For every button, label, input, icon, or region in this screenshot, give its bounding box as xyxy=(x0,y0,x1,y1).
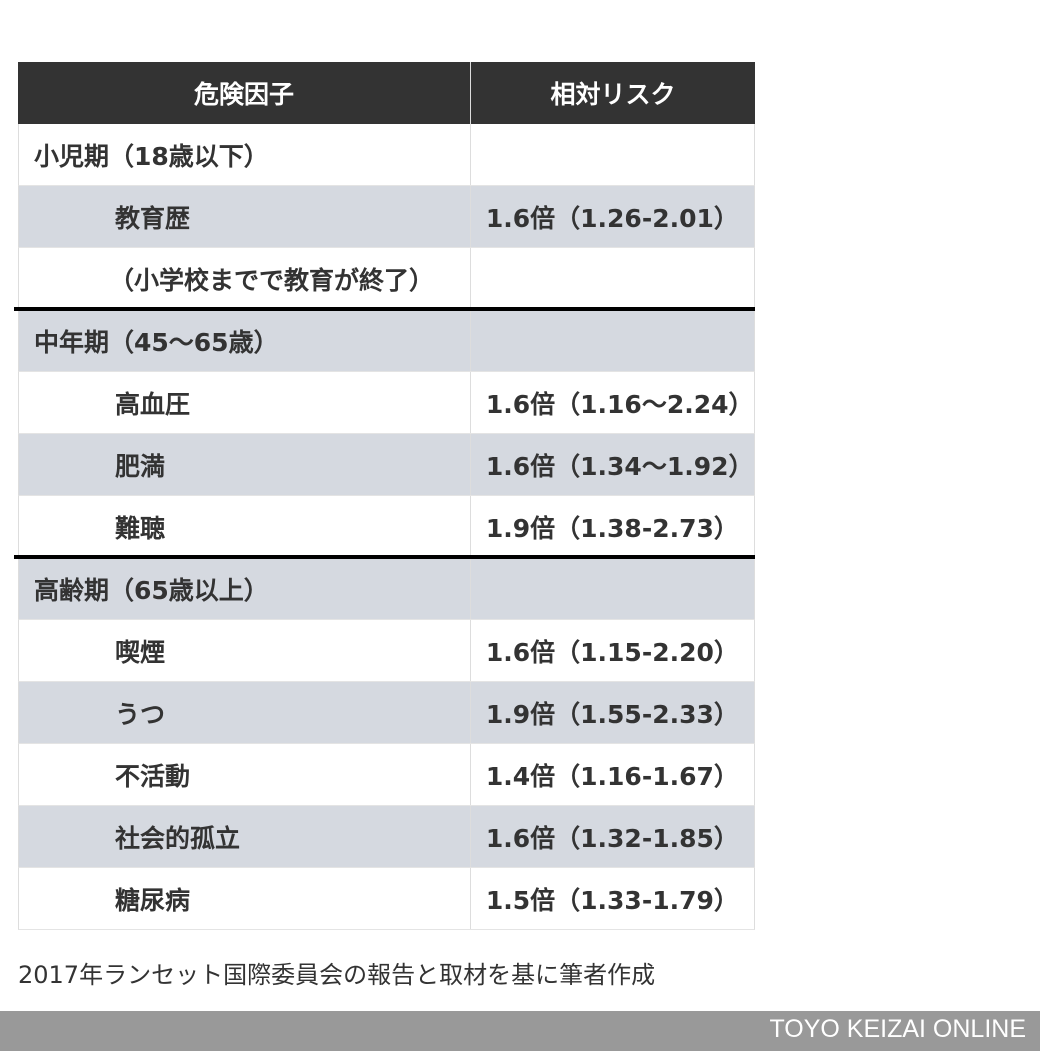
table-row: うつ 1.9倍（1.55-2.33） xyxy=(18,682,755,744)
risk-factor-cell: 不活動 xyxy=(19,744,471,805)
table-group-row: 小児期（18歳以下） xyxy=(18,124,755,186)
relative-risk-cell: 1.9倍（1.38-2.73） xyxy=(485,513,739,543)
relative-risk-cell: 1.9倍（1.55-2.33） xyxy=(485,699,739,729)
risk-factor-cell: （小学校までで教育が終了） xyxy=(19,248,471,309)
relative-risk-cell xyxy=(471,248,754,309)
relative-risk-cell: 1.6倍（1.26-2.01） xyxy=(485,203,739,233)
risk-factor-cell: 高血圧 xyxy=(19,372,471,433)
table-row: 不活動 1.4倍（1.16-1.67） xyxy=(18,744,755,806)
risk-factor-cell: 教育歴 xyxy=(19,186,471,247)
footer-brand: TOYO KEIZAI ONLINE xyxy=(769,1015,1026,1043)
header-relative-risk: 相対リスク xyxy=(550,80,676,109)
table-group-row: 高齢期（65歳以上） xyxy=(14,555,755,620)
relative-risk-cell xyxy=(471,124,754,185)
risk-factor-cell: 難聴 xyxy=(19,496,471,557)
risk-factor-cell: 中年期（45～65歳） xyxy=(19,310,471,371)
risk-factor-cell: 小児期（18歳以下） xyxy=(19,124,471,185)
table-row: 肥満 1.6倍（1.34～1.92） xyxy=(18,434,755,496)
risk-factor-cell: うつ xyxy=(19,682,471,743)
table-row: （小学校までで教育が終了） xyxy=(18,248,755,310)
relative-risk-cell xyxy=(471,558,754,619)
relative-risk-cell: 1.6倍（1.15-2.20） xyxy=(485,637,739,667)
risk-factor-cell: 肥満 xyxy=(19,434,471,495)
risk-factor-cell: 社会的孤立 xyxy=(19,806,471,867)
risk-factor-table: 危険因子 相対リスク 小児期（18歳以下） 教育歴 1.6倍（1.26-2.01） （… xyxy=(14,62,755,930)
table-row: 教育歴 1.6倍（1.26-2.01） xyxy=(18,186,755,248)
risk-factor-cell: 喫煙 xyxy=(19,620,471,681)
risk-factor-cell: 高齢期（65歳以上） xyxy=(19,558,471,619)
table-row: 高血圧 1.6倍（1.16～2.24） xyxy=(18,372,755,434)
table-row: 喫煙 1.6倍（1.15-2.20） xyxy=(18,620,755,682)
relative-risk-cell: 1.6倍（1.16～2.24） xyxy=(485,389,754,419)
relative-risk-cell: 1.6倍（1.32-1.85） xyxy=(485,823,739,853)
table-group-row: 中年期（45～65歳） xyxy=(14,307,755,372)
risk-factor-cell: 糖尿病 xyxy=(19,868,471,929)
relative-risk-cell: 1.5倍（1.33-1.79） xyxy=(485,885,739,915)
footer-bar: TOYO KEIZAI ONLINE xyxy=(0,1011,1040,1051)
relative-risk-cell: 1.4倍（1.16-1.67） xyxy=(485,761,739,791)
source-caption: 2017年ランセット国際委員会の報告と取材を基に筆者作成 xyxy=(18,961,656,989)
header-risk-factor: 危険因子 xyxy=(18,62,471,124)
table-row: 難聴 1.9倍（1.38-2.73） xyxy=(18,496,755,558)
table-row: 糖尿病 1.5倍（1.33-1.79） xyxy=(18,868,755,930)
table-row: 社会的孤立 1.6倍（1.32-1.85） xyxy=(18,806,755,868)
table-header: 危険因子 相対リスク xyxy=(18,62,755,124)
relative-risk-cell: 1.6倍（1.34～1.92） xyxy=(485,451,754,481)
relative-risk-cell xyxy=(471,310,754,371)
